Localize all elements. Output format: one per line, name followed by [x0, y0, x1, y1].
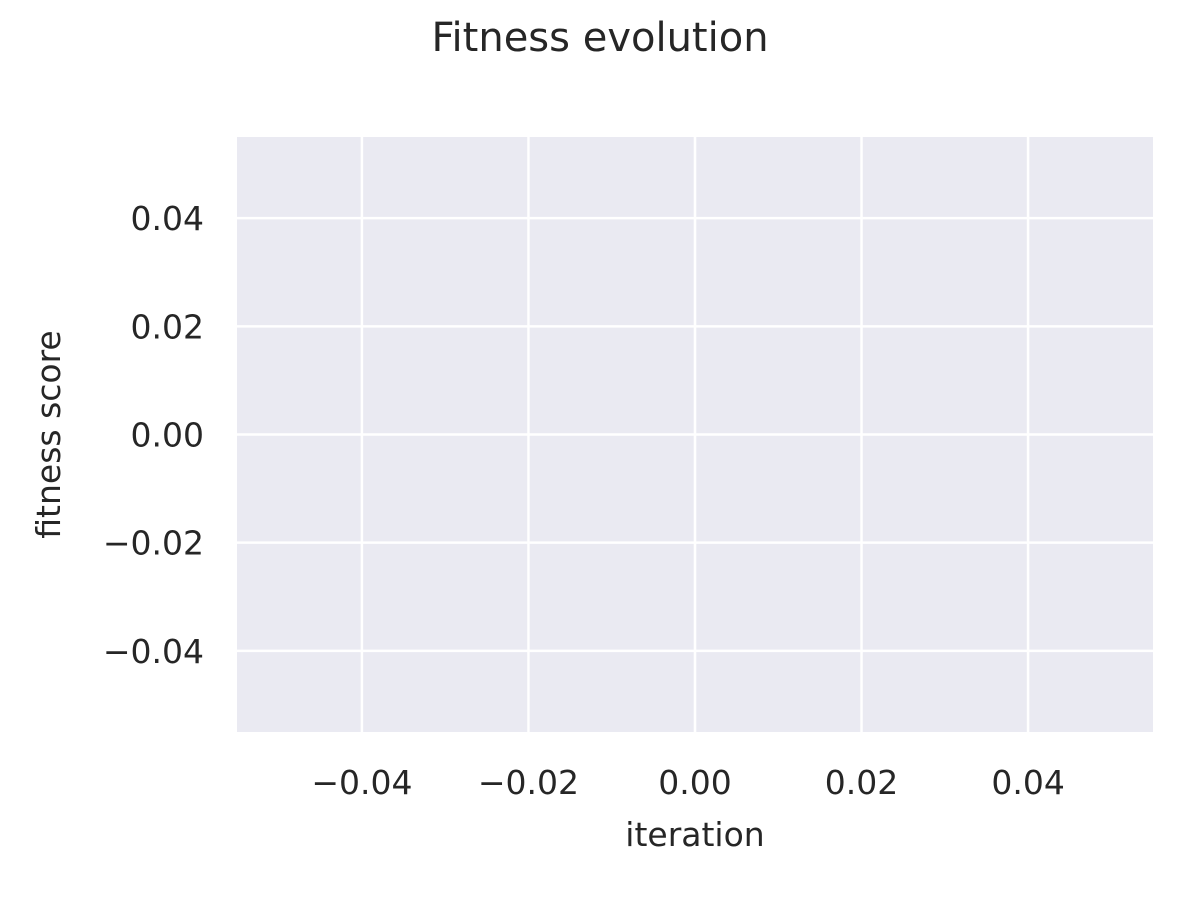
y-axis-label: fitness score [29, 330, 68, 539]
y-tick-label: 0.04 [131, 199, 204, 238]
x-tick-label: 0.00 [658, 763, 731, 802]
x-tick-label: −0.02 [478, 763, 579, 802]
y-tick-labels: 0.04 0.02 0.00 −0.02 −0.04 [103, 199, 204, 671]
x-tick-label: 0.04 [991, 763, 1064, 802]
x-tick-labels: −0.04 −0.02 0.00 0.02 0.04 [311, 763, 1064, 802]
y-tick-label: 0.00 [131, 416, 204, 455]
x-axis-label: iteration [625, 815, 764, 854]
y-tick-label: 0.02 [131, 307, 204, 346]
y-tick-label: −0.02 [103, 524, 204, 563]
x-tick-label: 0.02 [825, 763, 898, 802]
x-tick-label: −0.04 [311, 763, 412, 802]
grid-lines [237, 137, 1153, 732]
chart-title: Fitness evolution [431, 15, 769, 61]
y-tick-label: −0.04 [103, 632, 204, 671]
